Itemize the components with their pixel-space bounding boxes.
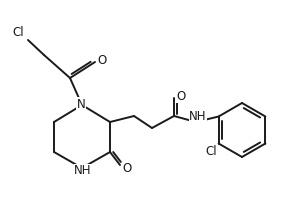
Text: O: O	[122, 162, 132, 176]
Text: O: O	[176, 89, 186, 103]
Text: O: O	[97, 53, 107, 67]
Text: Cl: Cl	[206, 145, 218, 158]
Text: Cl: Cl	[12, 26, 24, 38]
Text: N: N	[77, 98, 85, 110]
Text: NH: NH	[74, 165, 92, 177]
Text: NH: NH	[189, 110, 207, 124]
